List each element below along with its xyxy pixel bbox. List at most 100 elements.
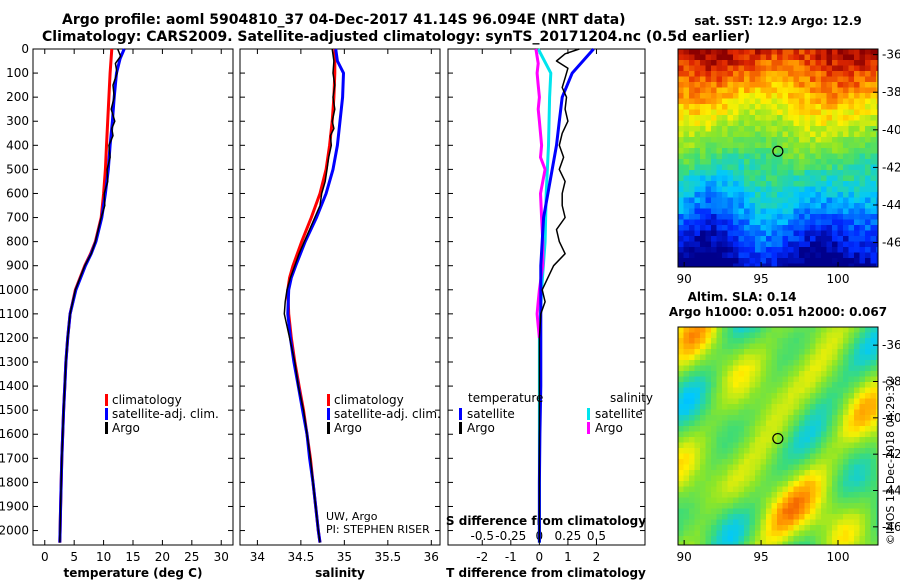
sla-cell — [777, 404, 783, 410]
sst-cell — [782, 236, 789, 242]
legend-swatch — [105, 422, 108, 434]
sla-cell — [870, 332, 877, 339]
sla-cell — [705, 508, 712, 515]
sla-cell — [738, 437, 745, 443]
sst-cell — [744, 71, 750, 77]
sst-cell — [777, 142, 783, 149]
sla-cell — [678, 327, 684, 333]
sla-cell — [832, 464, 838, 471]
sla-cell — [826, 492, 833, 498]
sla-cell — [678, 393, 684, 399]
sla-cell — [804, 420, 811, 427]
sla-cell — [716, 481, 723, 487]
sla-cell — [733, 415, 739, 421]
sst-cell — [788, 236, 794, 242]
sla-cell — [799, 541, 805, 545]
sla-cell — [843, 464, 849, 471]
sst-cell — [700, 98, 706, 105]
sla-cell — [694, 371, 701, 377]
sst-cell — [870, 76, 877, 83]
sst-cell — [865, 153, 871, 160]
sst-cell — [683, 197, 690, 204]
sla-cell — [727, 492, 734, 498]
sla-cell — [821, 393, 827, 399]
sla-cell — [744, 398, 750, 405]
sst-cell — [843, 126, 849, 132]
sst-cell — [832, 71, 838, 77]
sst-cell — [859, 203, 866, 209]
sla-cell — [832, 398, 838, 405]
sla-cell — [826, 541, 833, 545]
sst-cell — [722, 87, 728, 94]
sst-cell — [683, 126, 690, 132]
sst-cell — [733, 164, 739, 171]
sla-cell — [716, 492, 723, 498]
sla-cell — [733, 349, 739, 355]
sla-cell — [694, 459, 701, 465]
sst-cell — [689, 219, 695, 226]
salinity-legend-label: climatology — [334, 393, 404, 407]
sla-cell — [705, 437, 712, 443]
sst-cell — [876, 170, 878, 176]
sla-cell — [678, 387, 684, 394]
sst-cell — [711, 60, 717, 66]
sla-cell — [876, 486, 878, 493]
sla-cell — [870, 409, 877, 416]
sla-cell — [865, 475, 871, 482]
sst-cell — [865, 241, 871, 248]
sla-cell — [826, 338, 833, 344]
sst-cell — [837, 71, 844, 77]
sla-cell — [832, 497, 838, 504]
sla-cell — [854, 492, 860, 498]
sst-cell — [810, 126, 816, 132]
sst-cell — [771, 164, 778, 171]
sst-cell — [760, 230, 767, 237]
sst-cell — [678, 197, 684, 204]
sst-cell — [854, 87, 860, 94]
sst-cell — [832, 93, 838, 99]
sla-cell — [799, 393, 805, 399]
sla-cell — [804, 448, 811, 454]
sst-cell — [788, 247, 794, 253]
sst-cell — [832, 49, 838, 55]
sla-cell — [876, 459, 878, 465]
sla-cell — [837, 519, 844, 526]
sla-cell — [815, 393, 822, 399]
sst-cell — [854, 225, 860, 231]
sst-cell — [859, 60, 866, 66]
sst-cell — [694, 230, 701, 237]
sla-cell — [837, 486, 844, 493]
sst-cell — [738, 120, 745, 127]
sst-cell — [854, 71, 860, 77]
sla-cell — [826, 376, 833, 383]
sla-cell — [815, 360, 822, 366]
sla-cell — [766, 525, 772, 531]
sla-cell — [804, 426, 811, 432]
sla-cell — [848, 492, 855, 498]
sst-cell — [727, 186, 734, 193]
sst-cell — [865, 142, 871, 149]
sla-cell — [859, 431, 866, 438]
sla-cell — [771, 360, 778, 366]
sst-cell — [727, 109, 734, 116]
sla-cell — [788, 404, 794, 410]
sst-cell — [804, 236, 811, 242]
temperature-legend-label: Argo — [112, 421, 140, 435]
sst-cell — [859, 153, 866, 160]
sla-cell — [711, 503, 717, 509]
sla-cell — [771, 409, 778, 416]
sst-cell — [711, 93, 717, 99]
sla-cell — [711, 492, 717, 498]
sst-cell — [760, 76, 767, 83]
sla-cell — [771, 332, 778, 339]
sla-cell — [865, 536, 871, 542]
sst-cell — [843, 208, 849, 215]
sla-cell — [766, 486, 772, 493]
sla-cell — [777, 442, 783, 449]
sla-cell — [815, 514, 822, 520]
sla-cell — [683, 464, 690, 471]
sla-cell — [678, 420, 684, 427]
sst-cell — [689, 175, 695, 182]
sla-cell — [678, 541, 684, 545]
sla-cell — [766, 409, 772, 416]
